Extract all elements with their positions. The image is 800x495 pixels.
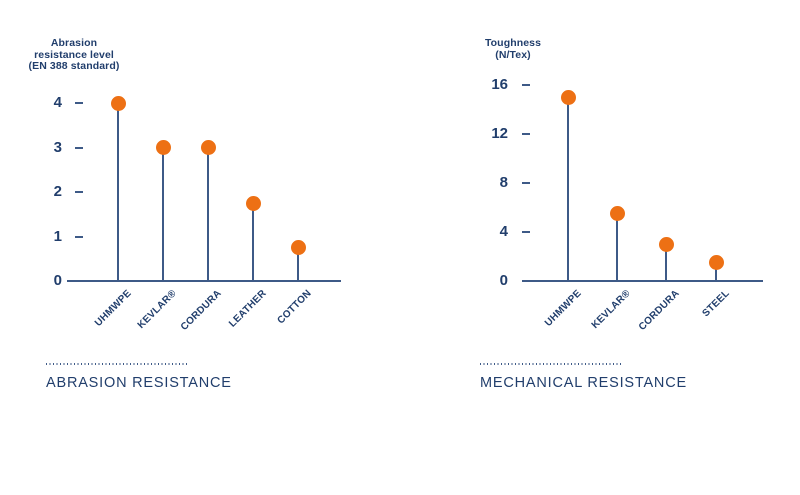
dotted-divider xyxy=(46,363,187,365)
stem-line xyxy=(715,262,717,281)
data-point-marker xyxy=(609,206,625,222)
data-point-marker xyxy=(560,89,576,105)
y-tick-dash xyxy=(522,231,530,233)
y-tick-label: 0 xyxy=(53,272,62,289)
y-tick-label: 4 xyxy=(499,223,508,240)
data-point-marker xyxy=(708,255,724,271)
mechanical-caption-block: MECHANICAL RESISTANCE xyxy=(480,363,687,391)
dotted-divider xyxy=(480,363,621,365)
stem-line xyxy=(252,203,254,281)
y-tick-dash xyxy=(522,182,530,184)
chart-title-line: resistance level xyxy=(34,48,114,61)
y-tick-label: 2 xyxy=(53,183,62,200)
y-tick-label: 4 xyxy=(53,94,62,111)
y-tick-dash xyxy=(522,133,530,135)
chart-title-line: (EN 388 standard) xyxy=(28,60,120,72)
x-axis-line xyxy=(522,280,763,282)
stem-line xyxy=(117,103,119,281)
chart-title: Toughness (N/Tex) xyxy=(403,37,623,61)
y-tick-label: 0 xyxy=(499,272,508,289)
data-point-marker xyxy=(290,240,306,256)
data-point-marker xyxy=(110,95,126,111)
chart-title-line: (N/Tex) xyxy=(495,48,531,61)
data-point-marker xyxy=(155,140,171,155)
caption-label: ABRASION RESISTANCE xyxy=(46,375,232,391)
chart-title-line: Toughness xyxy=(484,37,542,49)
x-axis-line xyxy=(67,280,341,282)
y-tick-dash xyxy=(75,191,83,193)
stem-line xyxy=(162,147,164,281)
y-tick-label: 3 xyxy=(53,138,62,156)
y-tick-dash xyxy=(75,146,83,149)
stem-line xyxy=(665,244,667,281)
y-tick-dash xyxy=(75,102,83,104)
caption-label: MECHANICAL RESISTANCE xyxy=(480,375,687,391)
abrasion-caption-block: ABRASION RESISTANCE xyxy=(46,363,232,391)
stem-line xyxy=(616,213,618,281)
y-tick-dash xyxy=(75,235,83,238)
data-point-marker xyxy=(245,195,261,211)
chart-title-line: Abrasion xyxy=(50,37,98,49)
stem-line xyxy=(297,247,299,281)
data-point-marker xyxy=(658,236,674,252)
y-tick-label: 1 xyxy=(53,227,62,245)
data-point-marker xyxy=(200,140,216,155)
stem-line xyxy=(207,147,209,281)
y-tick-label: 12 xyxy=(491,125,508,142)
stem-line xyxy=(567,97,569,281)
y-tick-label: 16 xyxy=(491,76,508,93)
chart-title: Abrasion resistance level (EN 388 standard… xyxy=(0,37,184,73)
y-tick-dash xyxy=(522,84,530,86)
y-tick-label: 8 xyxy=(499,174,508,191)
